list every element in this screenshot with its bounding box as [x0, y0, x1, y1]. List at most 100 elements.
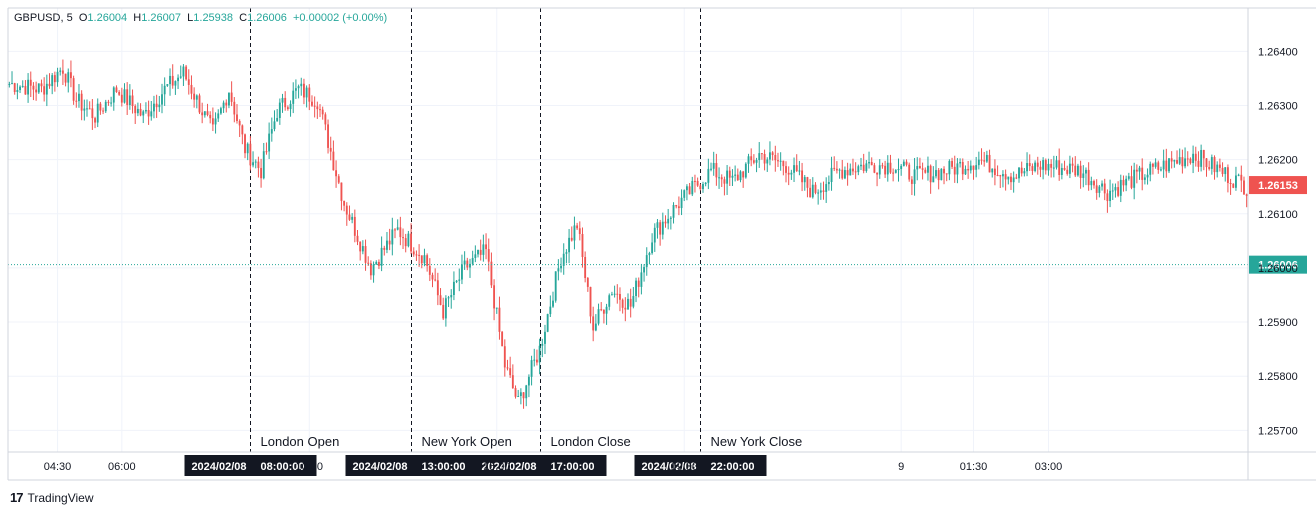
candle-body: [404, 238, 407, 247]
candle-body: [1240, 174, 1243, 181]
candle-body: [653, 227, 656, 243]
candle-body: [426, 255, 429, 266]
candle-body: [1216, 164, 1219, 173]
candle-body: [67, 72, 70, 83]
price-tick-label: 1.26100: [1258, 209, 1298, 221]
candle-body: [214, 118, 217, 125]
candle-body: [1047, 163, 1050, 171]
candle-body: [332, 151, 335, 171]
candle-body: [873, 165, 876, 173]
candle-body: [442, 304, 445, 319]
candle-body: [827, 182, 830, 185]
candle-body: [969, 165, 972, 171]
price-tick-label: 1.26400: [1258, 46, 1298, 58]
symbol-label[interactable]: GBPUSD: [14, 12, 61, 24]
candle-body: [961, 161, 964, 175]
candle-body: [364, 246, 367, 263]
candle-body: [878, 165, 881, 175]
candle-body: [88, 108, 91, 110]
candle-body: [868, 161, 870, 164]
candle-body: [1205, 158, 1208, 168]
candle-body: [308, 87, 311, 102]
candle-body: [1101, 183, 1103, 187]
candle-body: [367, 262, 370, 264]
candle-body: [35, 89, 38, 93]
open-value: 1.26004: [87, 12, 128, 24]
candle-body: [511, 375, 514, 389]
candle-body: [876, 172, 879, 175]
candle-body: [169, 75, 171, 85]
candle-body: [843, 170, 846, 179]
candle-body: [1221, 167, 1224, 175]
candle-body: [860, 164, 862, 167]
candle-body: [661, 221, 664, 235]
candle-body: [415, 254, 418, 256]
candle-body: [195, 95, 198, 100]
candle-body: [897, 169, 900, 171]
candle-body: [305, 87, 308, 98]
candle-body: [1039, 166, 1042, 170]
candle-body: [1109, 190, 1112, 202]
candle-body: [975, 165, 978, 170]
candle-body: [683, 190, 686, 198]
candle-body: [667, 218, 670, 224]
time-tick-label: 01:30: [960, 461, 988, 473]
candle-body: [669, 217, 672, 219]
candle-body: [335, 170, 338, 177]
candle-body: [1002, 174, 1004, 177]
candle-body: [474, 254, 477, 258]
candle-body: [833, 167, 836, 169]
candle-body: [506, 367, 509, 369]
candle-body: [163, 85, 166, 95]
candle-body: [228, 92, 230, 106]
session-date-text: 2024/02/08: [352, 461, 407, 473]
candle-body: [886, 162, 889, 175]
candle-body: [637, 280, 640, 287]
candle-body: [1055, 160, 1058, 168]
candle-body: [356, 235, 359, 242]
candle-body: [731, 175, 734, 178]
candle-body: [849, 168, 852, 176]
low-label: L: [187, 12, 194, 24]
candle-body: [217, 113, 220, 119]
candle-body: [525, 385, 528, 399]
candle-body: [1173, 160, 1176, 162]
candle-body: [1031, 166, 1034, 171]
candle-body: [477, 249, 479, 255]
candle-body: [495, 307, 498, 309]
candle-body: [498, 307, 501, 332]
session-date-text: 2024/02/08: [191, 461, 246, 473]
candle-body: [144, 110, 147, 112]
close-label: C: [239, 12, 248, 24]
candle-body: [21, 85, 24, 87]
time-tick-label: 10:30: [296, 461, 324, 473]
candle-body: [956, 163, 959, 175]
candle-body: [1133, 169, 1136, 188]
candle-body: [702, 184, 704, 190]
candle-body: [86, 108, 88, 110]
candle-body: [120, 94, 123, 103]
interval-label[interactable]: 5: [66, 12, 73, 24]
session-label: New York Open: [422, 434, 512, 449]
candle-body: [292, 90, 295, 104]
candle-body: [469, 263, 471, 268]
candle-body: [1243, 180, 1245, 195]
candle-body: [128, 95, 131, 106]
candle-body: [819, 190, 822, 193]
candle-body: [1197, 160, 1200, 167]
candle-body: [211, 118, 214, 125]
candle-body: [648, 253, 651, 256]
candle-body: [319, 109, 321, 111]
candle-body: [423, 255, 426, 264]
candle-body: [1141, 167, 1144, 180]
candle-body: [720, 177, 723, 180]
candle-body: [452, 281, 455, 295]
candle-body: [932, 176, 935, 183]
tradingview-logo[interactable]: 17 TradingView: [10, 490, 94, 505]
candle-body: [155, 103, 158, 108]
candle-body: [1127, 176, 1130, 179]
close-value: 1.26006: [247, 12, 287, 24]
candle-body: [466, 260, 469, 268]
candle-body: [629, 298, 632, 307]
